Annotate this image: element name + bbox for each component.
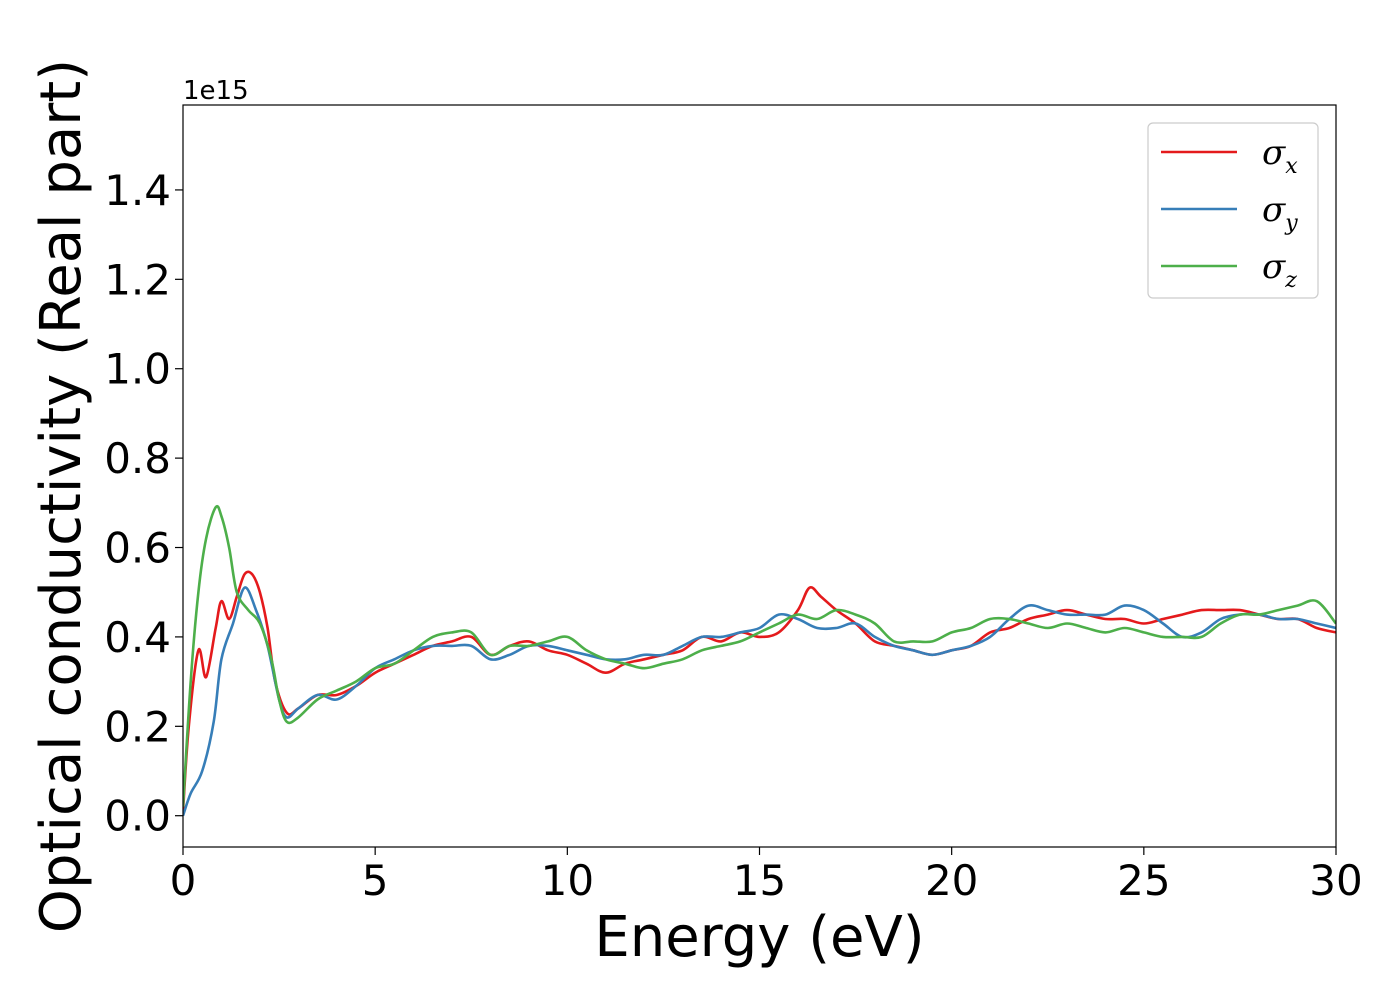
y-tick-label: 0.6: [104, 524, 171, 573]
series-layer: [183, 504, 1336, 817]
series-line-x: [183, 570, 1336, 812]
x-tick-label: 30: [1309, 856, 1362, 905]
y-tick-label: 0.2: [104, 702, 171, 751]
y-tick-label: 0.8: [104, 434, 171, 483]
y-tick-label: 1.2: [104, 255, 171, 304]
y-axis-offset-text: 1e15: [183, 76, 249, 106]
y-tick-label: 1.0: [104, 345, 171, 394]
series-line-y: [183, 586, 1336, 817]
x-tick-label: 15: [733, 856, 786, 905]
series-line-z: [183, 504, 1336, 807]
x-tick-label: 5: [362, 856, 389, 905]
x-tick-label: 20: [925, 856, 978, 905]
x-axis-title: Energy (eV): [594, 905, 924, 970]
y-tick-label: 0.4: [104, 613, 171, 662]
legend-label-x: σx: [1262, 133, 1298, 179]
legend-box: [1147, 122, 1319, 299]
x-tick-label: 0: [170, 856, 197, 905]
y-axis-title: Optical conductivity (Real part): [29, 59, 94, 933]
x-tick-label: 25: [1117, 856, 1170, 905]
y-tick-label: 0.0: [104, 792, 171, 841]
y-tick-label: 1.4: [104, 166, 171, 215]
x-tick-label: 10: [541, 856, 594, 905]
axes-layer: 0 5 10 15 20 25 30 0.0 0.2 0.4 0.6 0.8 1.0 1.2 1.4: [104, 166, 1363, 905]
